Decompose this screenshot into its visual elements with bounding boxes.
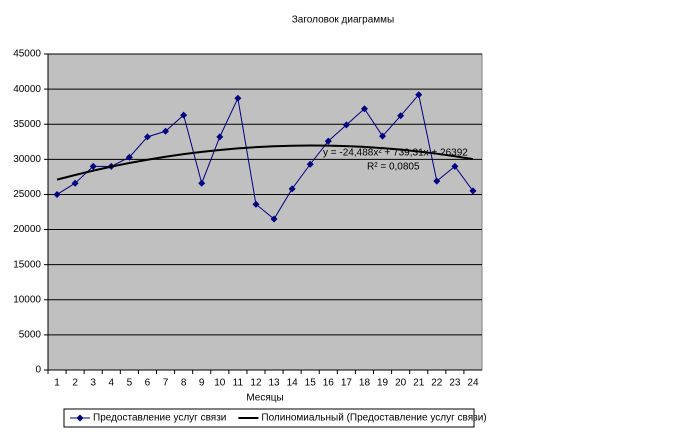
x-tick-label: 18	[359, 378, 371, 389]
data-point	[397, 112, 405, 120]
x-tick-label: 17	[341, 378, 353, 389]
data-point	[216, 133, 224, 141]
x-tick-label: 14	[287, 378, 299, 389]
x-tick-label: 1	[54, 378, 60, 389]
y-tick-label: 40000	[13, 84, 41, 95]
data-point	[198, 179, 206, 187]
series-line	[56, 93, 474, 220]
x-axis-title: Месяцы	[246, 393, 283, 404]
data-point	[433, 177, 441, 185]
trend-equation: y = -24,488x² + 739,31x + 26392	[323, 148, 468, 159]
data-point	[451, 162, 459, 170]
legend-marker	[76, 414, 84, 422]
data-point	[324, 137, 332, 145]
y-tick-label: 10000	[13, 294, 41, 305]
data-point	[252, 200, 260, 208]
x-tick-label: 15	[305, 378, 317, 389]
data-point	[71, 179, 79, 187]
trend-r2: R² = 0,0805	[367, 162, 420, 173]
data-point	[89, 162, 97, 170]
x-tick-label: 9	[199, 378, 205, 389]
x-tick-label: 21	[413, 378, 425, 389]
data-point	[143, 133, 151, 141]
x-tick-label: 16	[323, 378, 335, 389]
data-point	[125, 153, 133, 161]
x-tick-label: 6	[145, 378, 151, 389]
data-point	[288, 185, 296, 193]
data-point	[342, 121, 350, 129]
legend-label: Предоставление услуг связи	[93, 413, 226, 424]
legend-label: Полиномиальный (Предоставление услуг свя…	[261, 413, 486, 424]
x-tick-label: 3	[90, 378, 96, 389]
x-tick-label: 13	[268, 378, 280, 389]
x-tick-label: 2	[72, 378, 78, 389]
data-point	[469, 187, 477, 195]
data-point	[415, 91, 423, 99]
x-tick-label: 5	[127, 378, 133, 389]
x-tick-label: 7	[163, 378, 169, 389]
y-tick-label: 30000	[13, 154, 41, 165]
legend-box	[63, 408, 475, 428]
trend-line	[56, 144, 474, 181]
y-tick-label: 5000	[19, 330, 42, 341]
x-tick-label: 12	[250, 378, 262, 389]
y-tick-label: 20000	[13, 224, 41, 235]
x-tick-label: 8	[181, 378, 187, 389]
x-tick-label: 24	[467, 378, 479, 389]
chart-title: Заголовок диаграммы	[292, 15, 395, 26]
x-tick-label: 22	[431, 378, 443, 389]
data-point	[270, 215, 278, 223]
data-point	[360, 105, 368, 113]
y-tick-label: 25000	[13, 189, 41, 200]
x-tick-label: 11	[233, 378, 244, 389]
x-tick-label: 4	[109, 378, 115, 389]
data-point	[306, 160, 314, 168]
data-point	[379, 132, 387, 140]
x-tick-label: 10	[214, 378, 226, 389]
y-tick-label: 0	[35, 365, 41, 376]
x-tick-label: 19	[377, 378, 389, 389]
y-tick-label: 35000	[13, 119, 41, 130]
y-tick-label: 45000	[13, 49, 41, 60]
y-tick-label: 15000	[13, 259, 41, 270]
data-point	[234, 94, 242, 102]
x-tick-label: 20	[395, 378, 407, 389]
data-point	[180, 111, 188, 119]
data-point	[162, 127, 170, 135]
data-point	[53, 190, 61, 198]
x-tick-label: 23	[449, 378, 461, 389]
